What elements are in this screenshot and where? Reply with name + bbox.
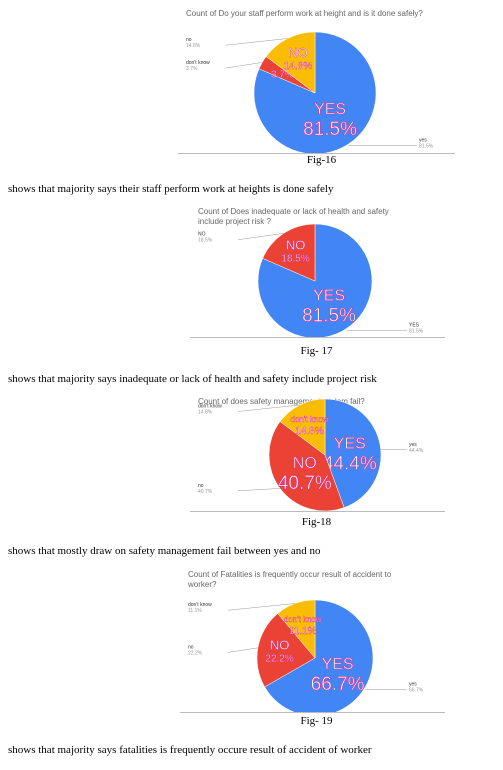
outer-name: NO xyxy=(198,232,206,238)
slice-name: YES xyxy=(313,287,345,304)
outer-value: 11.1% xyxy=(188,608,202,614)
chart-title: Count of does safety management system f… xyxy=(198,397,365,406)
figure-caption: Fig-16 xyxy=(306,154,337,166)
slice-value: 81.5% xyxy=(302,305,356,326)
slice-name: NO xyxy=(293,455,317,472)
outer-name: yes xyxy=(409,442,417,448)
outer-value: 66.7% xyxy=(409,688,424,694)
outer-value: 40.7% xyxy=(198,489,213,495)
slice-name: don't know xyxy=(284,615,322,624)
outer-value: 81.5% xyxy=(409,328,424,334)
leader-line xyxy=(237,488,281,492)
slice-value: 22.2% xyxy=(265,654,293,665)
outer-value: 3.7% xyxy=(186,66,198,72)
chart-title: Count of Do your staff perform work at h… xyxy=(186,9,423,18)
outer-value: 14.8% xyxy=(198,409,213,415)
outer-name: YES xyxy=(409,322,420,328)
pie-slice xyxy=(279,398,326,456)
outer-name: don't know xyxy=(186,60,210,66)
slice-value: 66.7% xyxy=(311,674,365,695)
pie-slice xyxy=(324,398,382,508)
chart-card: Count of does safety management system f… xyxy=(190,393,445,512)
leader-line xyxy=(237,404,300,412)
slice-value: 14.8% xyxy=(284,61,312,72)
pie-slice xyxy=(268,421,345,511)
slice-name: NO xyxy=(288,45,308,60)
leader-line xyxy=(237,233,284,240)
leader-line xyxy=(227,647,258,653)
pie-slice xyxy=(256,613,316,688)
chart-title: Count of Fatalities is frequently occur … xyxy=(188,570,392,589)
outer-name: don't know xyxy=(198,403,222,409)
chart-title: Count of Does inadequate or lack of heal… xyxy=(198,207,389,226)
slice-value: 11.1% xyxy=(289,626,317,637)
slice-value: 18.5% xyxy=(281,253,309,264)
outer-name: don't know xyxy=(188,602,212,608)
figure-caption: Fig- 19 xyxy=(300,715,333,727)
outer-name: no xyxy=(198,483,204,489)
slice-name: YES xyxy=(314,101,346,118)
description: shows that mostly draw on safety managem… xyxy=(8,545,321,557)
leader-line xyxy=(227,603,296,611)
figure-caption: Fig- 17 xyxy=(300,345,333,357)
outer-name: yes xyxy=(409,682,417,688)
pie-slice xyxy=(277,599,316,659)
outer-value: 22.2% xyxy=(188,650,203,656)
slice-name: NO xyxy=(270,638,290,653)
outer-name: no xyxy=(188,644,194,650)
outer-value: 14.8% xyxy=(186,43,201,49)
slice-value: 81.5% xyxy=(303,119,357,140)
pie-slice xyxy=(262,223,316,282)
slice-name: YES xyxy=(322,656,354,673)
outer-value: 44.4% xyxy=(409,448,424,454)
outer-name: no xyxy=(186,37,192,43)
outer-name: yes xyxy=(419,137,427,143)
outer-value: 18.5% xyxy=(198,238,213,244)
leader-line xyxy=(225,38,288,46)
leader-line xyxy=(225,62,263,69)
chart-card: Count of Does inadequate or lack of heal… xyxy=(190,203,445,338)
chart-card: Count of Do your staff perform work at h… xyxy=(178,5,455,154)
slice-value: 40.7% xyxy=(278,473,332,494)
figure-caption: Fig-18 xyxy=(301,516,332,528)
slice-name: NO xyxy=(286,237,306,252)
pie-slice xyxy=(265,31,316,94)
description: shows that majority says their staff per… xyxy=(8,183,334,195)
pie-slice xyxy=(253,31,377,153)
pie-slice xyxy=(257,223,373,337)
slice-name: don't know xyxy=(290,415,328,424)
chart-card: Count of Fatalities is frequently occur … xyxy=(180,566,445,713)
slice-value: 14.8% xyxy=(295,426,323,437)
description: shows that majority says fatalities is f… xyxy=(8,744,372,756)
slice-value: 44.4% xyxy=(323,454,377,475)
outer-value: 81.5% xyxy=(419,143,434,149)
pie-slice xyxy=(264,599,374,712)
description: shows that majority says inadequate or l… xyxy=(8,373,377,385)
slice-name: YES xyxy=(334,436,366,453)
slice-value: 3.7% xyxy=(271,69,294,80)
